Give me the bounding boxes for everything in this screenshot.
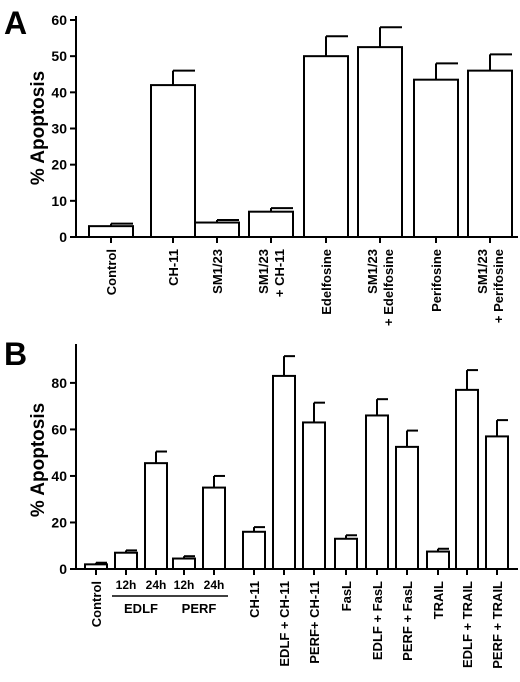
bar <box>88 225 134 238</box>
x-sub-label: 24h <box>146 578 167 592</box>
x-category-label: CH-11 <box>247 581 262 618</box>
x-category-label: SM1/23 <box>365 249 380 294</box>
x-category-label: PERF + FasL <box>400 581 415 661</box>
y-tick-label: 40 <box>51 84 67 100</box>
panel-letter: B <box>4 336 27 372</box>
x-category-label: SM1/23 <box>210 249 225 294</box>
y-tick-label: 50 <box>51 48 67 64</box>
x-category-label: EDLF + CH-11 <box>277 581 292 667</box>
x-category-label: SM1/23 <box>256 249 271 294</box>
x-category-label: Perifosine <box>429 249 444 312</box>
bar <box>272 374 296 571</box>
bar <box>114 551 138 570</box>
bar <box>426 550 450 570</box>
bar <box>413 78 459 238</box>
x-category-label: CH-11 <box>166 249 181 286</box>
x-category-label: Control <box>89 581 104 627</box>
bar <box>144 462 168 570</box>
group-label: PERF <box>182 601 217 616</box>
y-tick-label: 20 <box>51 157 67 173</box>
y-tick-label: 10 <box>51 193 67 209</box>
chart-panel-a: A % Apoptosis 0 10 20 30 40 50 60 Control CH-11 SM1… <box>4 5 518 326</box>
panel-letter: A <box>4 5 27 41</box>
y-tick-label: 20 <box>51 514 67 530</box>
y-axis-title: % Apoptosis <box>28 71 49 185</box>
x-category-label: PERF+ CH-11 <box>307 581 322 664</box>
x-category-label: + Edelfosine <box>381 249 396 326</box>
group-label: EDLF <box>124 601 158 616</box>
x-category-label: TRAIL <box>431 581 446 619</box>
bar <box>242 530 266 570</box>
x-sub-label: 12h <box>116 578 137 592</box>
x-category-label: EDLF + TRAIL <box>460 581 475 668</box>
bar <box>202 486 226 570</box>
chart-panel-b: B % Apoptosis 0 20 40 60 80 Control 12h 24h 12h 24h… <box>4 336 518 669</box>
bar <box>485 435 509 570</box>
y-tick-label: 80 <box>51 375 67 391</box>
y-tick-label: 60 <box>51 12 67 28</box>
bar <box>395 445 419 570</box>
x-sub-label: 24h <box>204 578 225 592</box>
x-category-label: + Perifosine <box>491 249 506 323</box>
bar <box>357 46 403 238</box>
y-tick-label: 60 <box>51 421 67 437</box>
x-sub-label: 12h <box>174 578 195 592</box>
bar <box>467 69 513 238</box>
bar <box>303 55 349 238</box>
y-tick-label: 0 <box>59 561 67 577</box>
y-axis-title: % Apoptosis <box>28 403 49 517</box>
x-category-label: Control <box>104 249 119 295</box>
bar <box>455 388 479 570</box>
bar <box>194 221 240 239</box>
bar <box>172 557 196 570</box>
bar <box>302 421 326 570</box>
bar <box>248 210 294 238</box>
y-tick-label: 40 <box>51 468 67 484</box>
bar <box>365 414 389 570</box>
y-tick-label: 30 <box>51 121 67 137</box>
bar <box>334 537 358 570</box>
y-tick-label: 0 <box>59 229 67 245</box>
x-category-label: PERF + TRAIL <box>490 581 505 669</box>
bar <box>84 563 108 570</box>
x-category-label: Edelfosine <box>319 249 334 315</box>
x-category-label: FasL <box>339 581 354 611</box>
x-category-label: EDLF + FasL <box>370 581 385 660</box>
x-category-label: SM1/23 <box>475 249 490 294</box>
x-category-label: + CH-11 <box>272 249 287 297</box>
bar <box>150 84 196 238</box>
